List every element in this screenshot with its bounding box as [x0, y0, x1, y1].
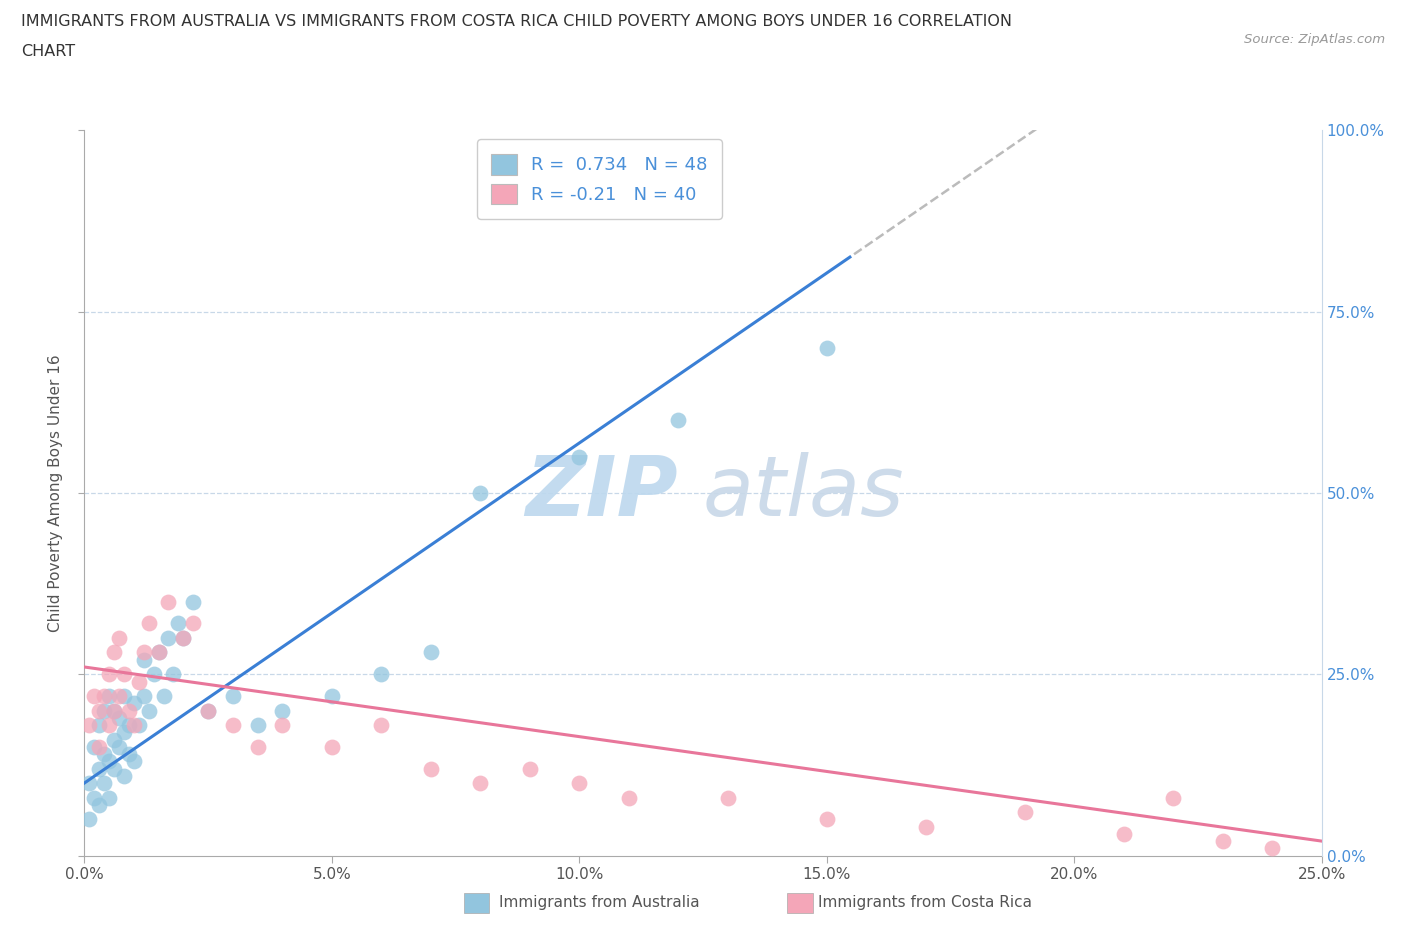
Point	[128, 674, 150, 689]
Point	[132, 645, 155, 660]
Point	[181, 594, 204, 609]
Point	[89, 797, 111, 812]
Point	[108, 631, 131, 645]
Point	[118, 718, 141, 733]
Point	[1014, 804, 1036, 819]
Point	[93, 703, 115, 718]
Point	[93, 776, 115, 790]
Point	[271, 718, 294, 733]
Point	[83, 688, 105, 703]
Point	[89, 718, 111, 733]
Point	[132, 688, 155, 703]
Point	[617, 790, 640, 805]
Point	[815, 340, 838, 355]
Text: Immigrants from Costa Rica: Immigrants from Costa Rica	[818, 895, 1032, 910]
Point	[112, 724, 135, 739]
Point	[122, 754, 145, 769]
Point	[370, 718, 392, 733]
Point	[152, 688, 174, 703]
Point	[103, 703, 125, 718]
Text: IMMIGRANTS FROM AUSTRALIA VS IMMIGRANTS FROM COSTA RICA CHILD POVERTY AMONG BOYS: IMMIGRANTS FROM AUSTRALIA VS IMMIGRANTS …	[21, 14, 1012, 29]
Point	[271, 703, 294, 718]
Point	[98, 688, 121, 703]
Point	[83, 739, 105, 754]
Point	[142, 667, 165, 682]
Point	[246, 718, 269, 733]
Point	[1212, 833, 1234, 848]
Point	[118, 703, 141, 718]
Point	[1161, 790, 1184, 805]
Text: Immigrants from Australia: Immigrants from Australia	[499, 895, 700, 910]
Point	[98, 667, 121, 682]
Point	[122, 696, 145, 711]
Point	[132, 652, 155, 667]
Point	[162, 667, 184, 682]
Point	[93, 688, 115, 703]
Point	[246, 739, 269, 754]
Point	[519, 761, 541, 776]
Point	[103, 645, 125, 660]
Text: CHART: CHART	[21, 44, 75, 59]
Point	[167, 616, 190, 631]
Point	[157, 631, 180, 645]
Point	[83, 790, 105, 805]
Text: Source: ZipAtlas.com: Source: ZipAtlas.com	[1244, 33, 1385, 46]
Point	[93, 747, 115, 762]
Point	[1112, 827, 1135, 842]
Point	[103, 761, 125, 776]
Point	[108, 688, 131, 703]
Text: atlas: atlas	[703, 452, 904, 534]
Point	[98, 718, 121, 733]
Point	[815, 812, 838, 827]
Point	[79, 776, 101, 790]
Point	[148, 645, 170, 660]
Point	[103, 703, 125, 718]
Point	[172, 631, 194, 645]
Point	[1261, 841, 1284, 856]
Point	[112, 768, 135, 783]
Legend: R =  0.734   N = 48, R = -0.21   N = 40: R = 0.734 N = 48, R = -0.21 N = 40	[477, 140, 721, 219]
Point	[321, 688, 343, 703]
Point	[112, 667, 135, 682]
Point	[138, 703, 160, 718]
Point	[470, 485, 492, 500]
Point	[148, 645, 170, 660]
Point	[666, 413, 689, 428]
Point	[419, 645, 441, 660]
Y-axis label: Child Poverty Among Boys Under 16: Child Poverty Among Boys Under 16	[48, 354, 63, 631]
Point	[108, 739, 131, 754]
Point	[222, 718, 245, 733]
Point	[98, 754, 121, 769]
Point	[103, 732, 125, 747]
Point	[157, 594, 180, 609]
Point	[568, 776, 591, 790]
Point	[112, 688, 135, 703]
Point	[419, 761, 441, 776]
Point	[172, 631, 194, 645]
Point	[118, 747, 141, 762]
Point	[79, 812, 101, 827]
Point	[568, 449, 591, 464]
Point	[222, 688, 245, 703]
Point	[370, 667, 392, 682]
Point	[717, 790, 740, 805]
Point	[914, 819, 936, 834]
Point	[138, 616, 160, 631]
Point	[79, 718, 101, 733]
Point	[89, 739, 111, 754]
Text: ZIP: ZIP	[526, 452, 678, 534]
Point	[470, 776, 492, 790]
Point	[197, 703, 219, 718]
Point	[128, 718, 150, 733]
Point	[89, 703, 111, 718]
Point	[89, 761, 111, 776]
Point	[122, 718, 145, 733]
Point	[197, 703, 219, 718]
Point	[321, 739, 343, 754]
Point	[98, 790, 121, 805]
Point	[181, 616, 204, 631]
Point	[108, 711, 131, 725]
